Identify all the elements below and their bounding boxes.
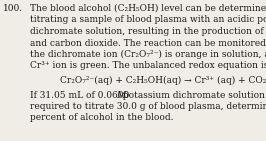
Text: potassium dichromate solution is: potassium dichromate solution is [120, 91, 266, 100]
Text: Cr₂O₇²⁻(aq) + C₂H₅OH(aq) → Cr³⁺ (aq) + CO₂(g): Cr₂O₇²⁻(aq) + C₂H₅OH(aq) → Cr³⁺ (aq) + C… [60, 76, 266, 85]
Text: 100.: 100. [3, 4, 23, 13]
Text: If 31.05 mL of 0.0600: If 31.05 mL of 0.0600 [30, 91, 132, 100]
Text: titrating a sample of blood plasma with an acidic potassium: titrating a sample of blood plasma with … [30, 16, 266, 25]
Text: dichromate solution, resulting in the production of Cr³⁺(aq): dichromate solution, resulting in the pr… [30, 27, 266, 36]
Text: percent of alcohol in the blood.: percent of alcohol in the blood. [30, 114, 173, 123]
Text: required to titrate 30.0 g of blood plasma, determine the mass: required to titrate 30.0 g of blood plas… [30, 102, 266, 111]
Text: M: M [116, 91, 125, 100]
Text: The blood alcohol (C₂H₅OH) level can be determined by: The blood alcohol (C₂H₅OH) level can be … [30, 4, 266, 13]
Text: and carbon dioxide. The reaction can be monitored because: and carbon dioxide. The reaction can be … [30, 38, 266, 48]
Text: the dichromate ion (Cr₂O₇²⁻) is orange in solution, and the: the dichromate ion (Cr₂O₇²⁻) is orange i… [30, 50, 266, 59]
Text: Cr³⁺ ion is green. The unbalanced redox equation is: Cr³⁺ ion is green. The unbalanced redox … [30, 61, 266, 70]
